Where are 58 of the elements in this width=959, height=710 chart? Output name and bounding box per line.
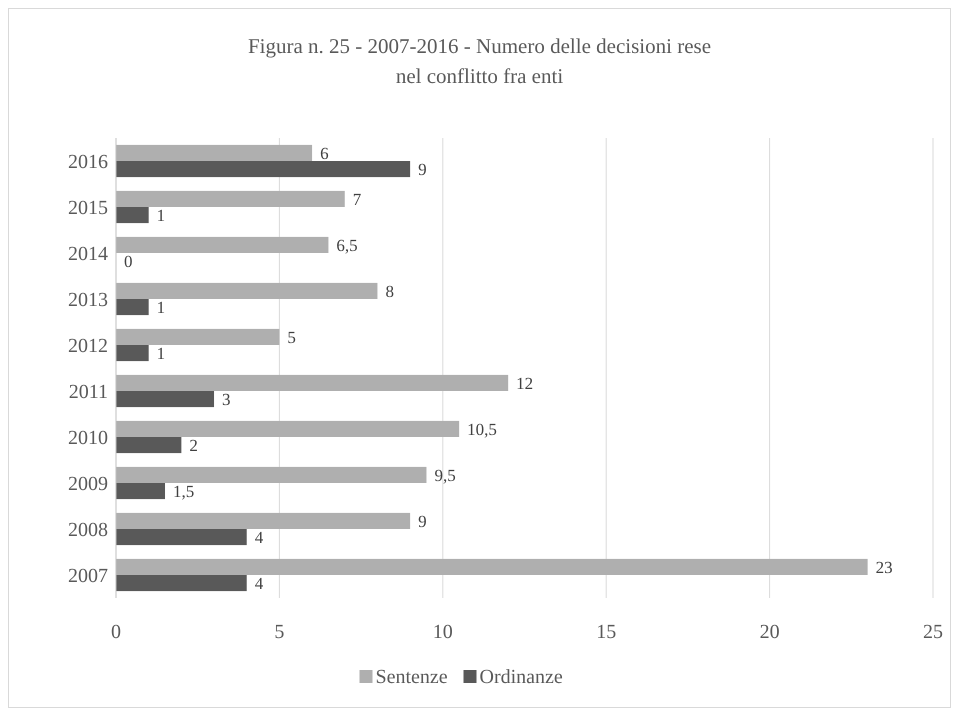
bar bbox=[116, 299, 149, 316]
x-tick-label: 15 bbox=[596, 621, 616, 643]
y-tick-label: 2010 bbox=[68, 427, 108, 449]
data-label: 2 bbox=[189, 436, 198, 456]
data-label: 6,5 bbox=[336, 236, 358, 255]
bar bbox=[116, 575, 247, 592]
y-tick-label: 2009 bbox=[68, 473, 108, 495]
data-label: 23 bbox=[876, 558, 893, 577]
data-label: 5 bbox=[287, 328, 296, 347]
y-tick-label: 2008 bbox=[68, 519, 108, 541]
bar bbox=[116, 466, 426, 483]
x-tick-label: 10 bbox=[432, 621, 453, 643]
y-tick-label: 2015 bbox=[68, 197, 108, 219]
data-label: 4 bbox=[254, 574, 264, 594]
bar bbox=[116, 328, 280, 345]
data-label: 7 bbox=[352, 190, 362, 209]
bar bbox=[116, 512, 410, 529]
data-label: 9 bbox=[418, 160, 427, 180]
data-label: 4 bbox=[254, 528, 264, 548]
bar bbox=[116, 374, 508, 391]
y-tick-label: 2014 bbox=[68, 243, 108, 265]
data-label: 12 bbox=[516, 374, 534, 393]
bar bbox=[116, 420, 460, 437]
bar bbox=[116, 161, 410, 178]
x-tick-label: 25 bbox=[923, 621, 943, 643]
bar bbox=[116, 558, 868, 575]
x-tick-label: 0 bbox=[111, 621, 121, 643]
data-label: 3 bbox=[222, 390, 231, 410]
x-tick-label: 20 bbox=[760, 621, 780, 643]
y-tick-label: 2013 bbox=[68, 289, 108, 311]
bar bbox=[116, 282, 378, 299]
bar bbox=[116, 391, 214, 408]
bar bbox=[116, 483, 166, 500]
y-tick-label: 2011 bbox=[68, 381, 108, 403]
bar bbox=[116, 190, 345, 207]
legend-label: Sentenze bbox=[376, 666, 448, 688]
data-label: 9,5 bbox=[434, 466, 456, 485]
data-label: 1 bbox=[156, 206, 166, 226]
bar bbox=[116, 236, 328, 253]
bar bbox=[116, 529, 247, 546]
y-tick-label: 2007 bbox=[68, 565, 108, 587]
data-label: 1 bbox=[156, 298, 166, 318]
y-tick-label: 2016 bbox=[68, 151, 108, 173]
data-label: 6 bbox=[320, 144, 329, 163]
legend-label: Ordinanze bbox=[480, 666, 563, 688]
data-label: 1 bbox=[156, 344, 166, 364]
data-label: 0 bbox=[124, 252, 132, 272]
y-tick-label: 2012 bbox=[68, 335, 108, 357]
data-label: 10,5 bbox=[467, 420, 497, 439]
bar bbox=[116, 437, 182, 454]
data-label: 9 bbox=[418, 512, 427, 531]
data-label: 1,5 bbox=[173, 482, 194, 502]
bar bbox=[116, 144, 312, 161]
data-label: 8 bbox=[385, 282, 394, 301]
bar bbox=[116, 345, 149, 362]
x-tick-label: 5 bbox=[274, 621, 284, 643]
bar bbox=[116, 207, 149, 224]
chart-title: Figura n. 25 - 2007-2016 - Numero delle decisioni rese nel conflitto fra enti bbox=[248, 34, 712, 88]
